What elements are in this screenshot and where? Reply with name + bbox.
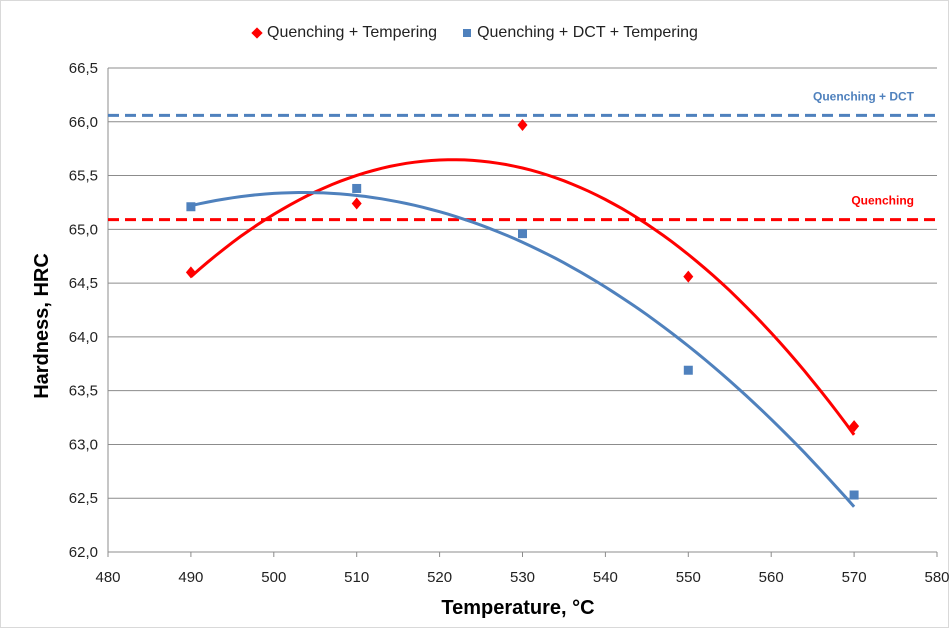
x-axis-title: Temperature, °C [441,597,594,619]
square-marker-icon [463,29,472,37]
x-tick-label: 570 [842,569,867,586]
data-point-square [683,365,693,375]
data-point-square [518,229,527,239]
y-tick-label: 64,0 [69,329,98,346]
reference-line-label: Quenching + DCT [813,89,915,103]
y-tick-label: 64,5 [69,275,98,292]
legend-label: Quenching + DCT + Tempering [477,24,698,41]
y-tick-label: 63,0 [69,436,98,453]
y-tick-label: 66,0 [69,114,98,131]
y-axis-title: Hardness, HRC [31,253,53,399]
legend-item-quenching-dct-tempering: Quenching + DCT + Tempering [463,24,698,42]
x-tick-label: 560 [759,569,784,586]
y-tick-label: 65,5 [69,168,98,185]
y-tick-label: 62,5 [69,490,98,507]
x-tick-label: 500 [261,569,286,586]
legend-label: Quenching + Tempering [267,24,438,41]
y-tick-label: 62,0 [69,544,98,561]
x-tick-label: 520 [427,569,452,586]
y-tick-label: 63,5 [69,383,98,400]
data-point-square [186,202,196,212]
trend-line [190,191,856,508]
data-point-diamond [351,197,362,210]
legend: Quenching + Tempering Quenching + DCT + … [0,24,951,42]
data-point-diamond [683,270,694,283]
x-tick-label: 510 [344,569,369,586]
x-tick-label: 490 [178,569,203,586]
legend-item-quenching-tempering: Quenching + Tempering [251,24,438,42]
x-tick-label: 530 [510,569,535,586]
reference-line-label: Quenching [851,194,914,208]
x-tick-label: 540 [593,569,618,586]
data-point-diamond [517,119,528,132]
data-point-diamond [185,266,196,279]
x-tick-label: 550 [676,569,701,586]
data-point-square [352,183,362,193]
trend-line [189,158,856,436]
x-tick-label: 580 [924,569,949,586]
data-point-square [849,490,859,500]
data-point-diamond [849,420,860,433]
y-tick-label: 66,5 [69,60,98,77]
x-tick-label: 480 [95,569,120,586]
y-tick-label: 65,0 [69,221,98,238]
